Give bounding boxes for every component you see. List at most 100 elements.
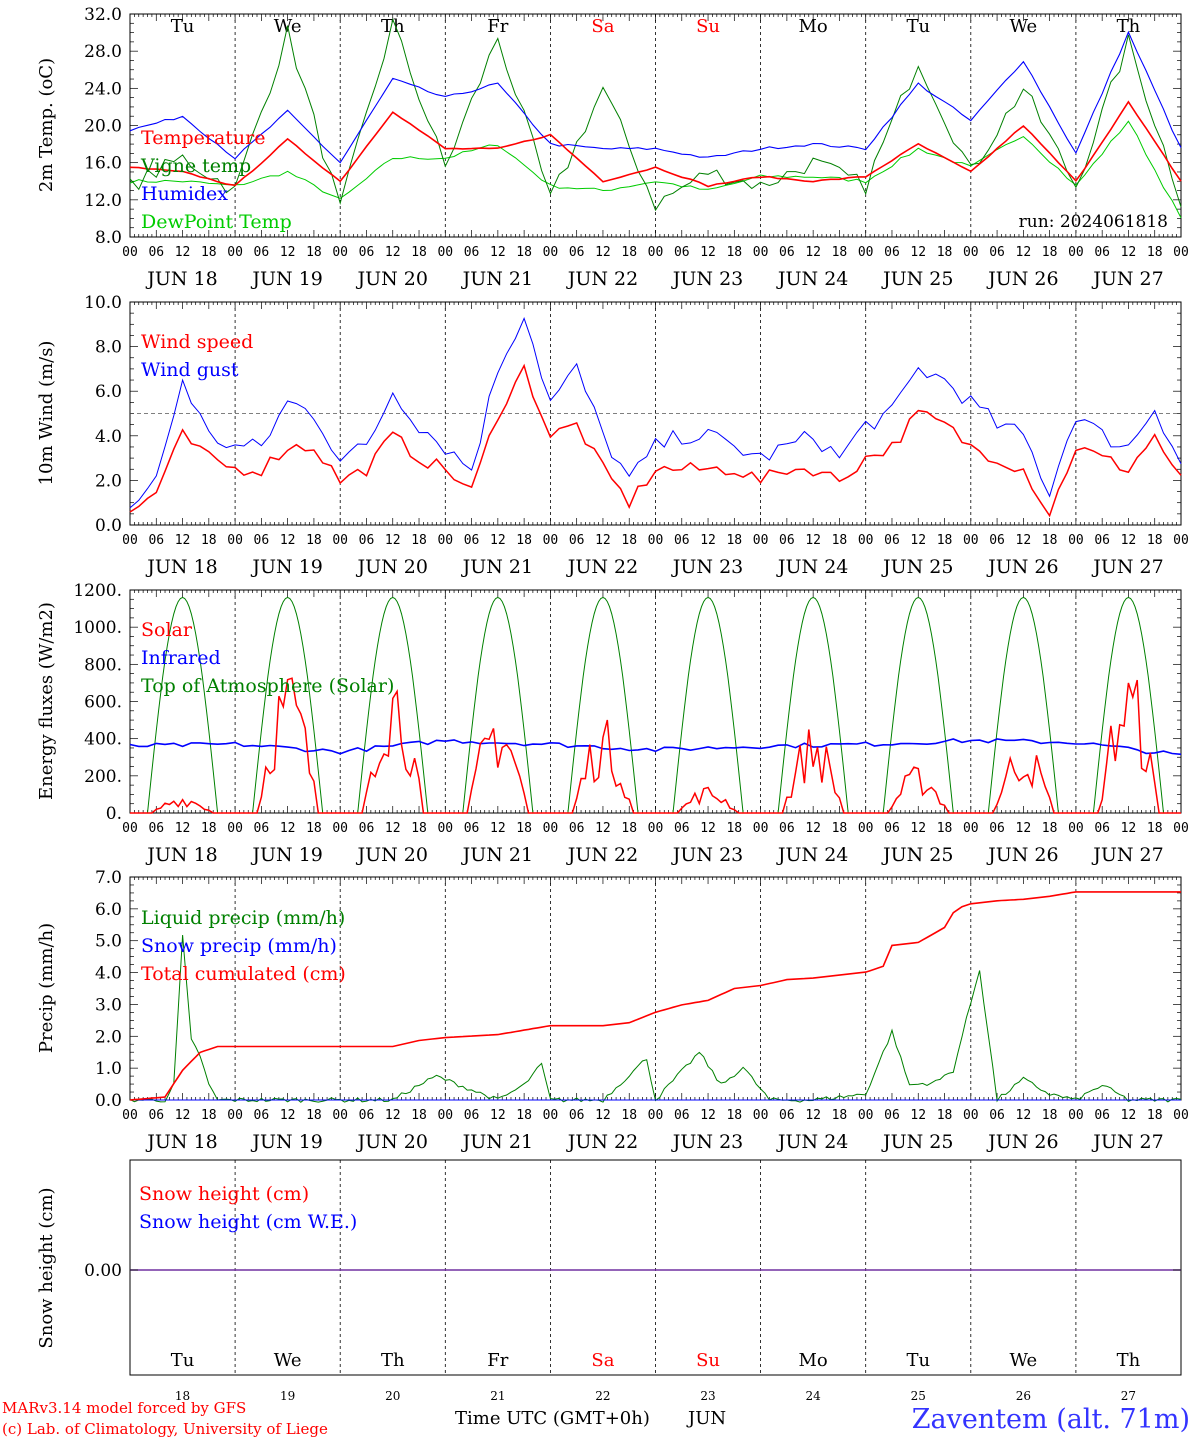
y-tick-label: 24.0 [84,79,122,99]
hour-label: 06 [884,245,900,260]
hour-label: 18 [411,1108,427,1123]
hour-label: 06 [464,245,480,260]
hour-label: 00 [1068,245,1084,260]
y-tick-label: 600. [84,693,122,713]
hour-label: 12 [385,533,401,548]
y-tick-label: 200. [84,767,122,787]
hour-label: 06 [989,1108,1005,1123]
series-infrared [129,738,1182,756]
date-label: JUN 26 [986,1131,1058,1153]
hour-label: 00 [332,821,348,836]
hour-label: 12 [805,821,821,836]
date-label: JUN 26 [986,844,1058,866]
hour-label: 12 [805,533,821,548]
hour-label: 18 [516,821,532,836]
panel-5: Tu 18 We 19 Th 20 Fr 21 Sa 22 Su 23 Mo 24 Tu 25 We 26 Th 27… [36,1159,1182,1403]
hour-label: 00 [1173,1108,1189,1123]
panel-frame [129,589,1182,814]
hour-label: 18 [201,245,217,260]
hour-label: 12 [280,245,296,260]
day-number: 23 [700,1389,715,1403]
hour-label: 00 [122,821,138,836]
hour-label: 18 [937,1108,953,1123]
hour-label: 18 [306,821,322,836]
series-wind-speed [129,363,1182,518]
hour-label: 12 [490,533,506,548]
hour-label: 06 [674,245,690,260]
date-label: JUN 19 [250,1131,322,1153]
hour-label: 00 [1068,533,1084,548]
day-abbr: Tu [171,1350,195,1371]
legend-entry: Wind gust [141,359,239,381]
y-tick-label: 0.0 [95,516,122,536]
hour-label: 00 [543,1108,559,1123]
hour-label: 06 [464,1108,480,1123]
hour-label: 06 [148,245,164,260]
date-label: JUN 22 [566,1131,638,1153]
day-number: 27 [1121,1389,1136,1403]
y-tick-label: 28.0 [84,42,122,62]
hour-label: 18 [621,533,637,548]
date-label: JUN 23 [671,268,743,290]
y-tick-label: 5.0 [95,932,122,952]
day-abbr: Su [696,16,720,37]
hour-label: 18 [306,1108,322,1123]
hour-label: 18 [1147,533,1163,548]
date-label: JUN 27 [1091,844,1163,866]
hour-label: 12 [700,533,716,548]
hour-label: 12 [1121,1108,1137,1123]
y-tick-label: 0.0 [95,1091,122,1111]
station-label: Zaventem (alt. 71m) [912,1404,1190,1435]
day-abbr: Su [696,1350,720,1371]
hour-label: 06 [1094,821,1110,836]
legend-entry: Wind speed [141,331,253,353]
hour-label: 06 [1094,533,1110,548]
y-tick-label: 800. [84,655,122,675]
hour-label: 00 [332,245,348,260]
series-dewpoint [129,120,1182,219]
day-abbr: Tu [171,16,195,37]
y-axis-title: Precip (mm/h) [36,923,57,1053]
hour-label: 06 [674,821,690,836]
hour-label: 12 [1016,533,1032,548]
day-number: 25 [911,1389,926,1403]
date-label: JUN 21 [461,844,533,866]
y-tick-label: 2.0 [95,1027,122,1047]
hour-label: 12 [385,821,401,836]
hour-label: 00 [1068,821,1084,836]
hour-label: 18 [201,533,217,548]
hour-label: 18 [937,533,953,548]
hour-label: 00 [858,245,874,260]
hour-label: 06 [779,533,795,548]
date-label: JUN 18 [145,1131,217,1153]
hour-label: 00 [1173,533,1189,548]
day-number: 26 [1016,1389,1031,1403]
legend-entry: Snow precip (mm/h) [141,935,337,957]
date-label: JUN 19 [250,268,322,290]
date-label: JUN 24 [776,268,848,290]
date-label: JUN 27 [1091,1131,1163,1153]
day-number: 24 [806,1389,822,1403]
date-label: JUN 19 [250,556,322,578]
legend-entry: Snow height (cm) [139,1183,309,1205]
date-label: JUN 23 [671,1131,743,1153]
hour-label: 12 [910,1108,926,1123]
hour-label: 00 [543,821,559,836]
hour-label: 12 [175,533,191,548]
hour-label: 18 [411,245,427,260]
hour-label: 00 [963,821,979,836]
hour-label: 06 [884,821,900,836]
date-label: JUN 22 [566,844,638,866]
y-axis-title: Snow height (cm) [36,1187,57,1348]
hour-label: 06 [569,533,585,548]
hour-label: 12 [805,245,821,260]
day-number: 18 [175,1389,190,1403]
date-label: JUN 26 [986,268,1058,290]
day-abbr: Mo [799,16,828,37]
y-tick-label: 2.0 [95,471,122,491]
hour-label: 06 [464,821,480,836]
hour-label: 06 [989,821,1005,836]
date-label: JUN 20 [356,556,428,578]
hour-label: 12 [700,245,716,260]
hour-label: 12 [280,533,296,548]
